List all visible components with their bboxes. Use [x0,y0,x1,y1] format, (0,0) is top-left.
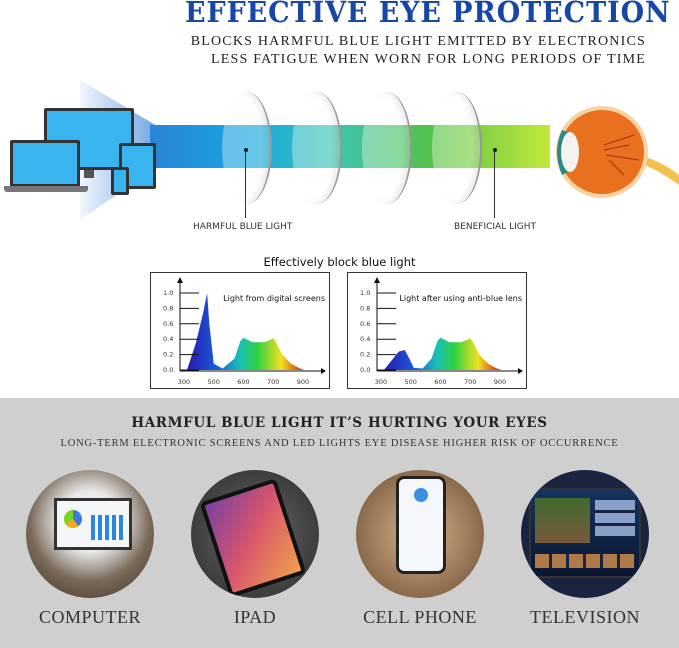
harmful-marker [244,148,248,152]
subtitle-line-1: BLOCKS HARMFUL BLUE LIGHT EMITTED BY ELE… [190,34,646,49]
beneficial-leader-line [494,150,495,218]
cell-phone-photo [356,470,484,598]
x-tick-label: 600 [237,378,249,386]
y-tick-label: 0.0 [360,366,370,374]
y-tick-label: 0.4 [163,335,173,343]
cell-phone-label: CELL PHONE [363,607,477,627]
y-axis-arrow [177,277,183,283]
y-tick-label: 1.0 [163,289,173,297]
y-tick-label: 0.6 [163,320,173,328]
spectrum-area [186,293,305,370]
subtitle-line-2: LESS FATIGUE WHEN WORN FOR LONG PERIODS … [211,52,646,67]
x-tick-label: 600 [434,378,446,386]
y-axis-arrow [374,277,380,283]
lens [292,92,342,204]
y-tick-label: 0.8 [163,304,173,312]
light-beam [150,125,550,168]
harmful-leader-line [245,150,246,218]
beneficial-light-label: BENEFICIAL LIGHT [454,222,536,232]
y-tick-label: 0.0 [163,366,173,374]
y-tick-label: 0.8 [360,304,370,312]
y-tick-label: 0.2 [163,351,173,359]
x-tick-label: 500 [405,378,417,386]
television-label: TELEVISION [530,607,640,627]
beneficial-marker [493,148,497,152]
laptop-base [4,186,88,192]
y-tick-label: 0.4 [360,335,370,343]
charts-title: Effectively block blue light [263,255,416,269]
eye-icon [544,105,679,200]
x-tick-label: 900 [297,378,309,386]
x-tick-label: 300 [375,378,387,386]
spectrum-area [383,337,502,370]
y-tick-label: 1.0 [360,289,370,297]
x-axis-arrow [518,368,523,374]
ipad-label: IPAD [233,607,277,627]
spectrum-chart-after: 0.0 0.2 0.4 0.6 0.8 1.0 300 500 600 700 900 Light a… [347,272,527,389]
ipad-photo [191,470,319,598]
x-tick-label: 700 [267,378,279,386]
y-tick-label: 0.6 [360,320,370,328]
chart-title: Light after using anti-blue lens [399,294,522,303]
x-tick-label: 700 [464,378,476,386]
lens [362,92,412,204]
phone-icon [111,167,129,195]
y-tick-label: 0.2 [360,351,370,359]
spectrum-chart-before: 0.0 0.2 0.4 0.6 0.8 1.0 300 500 600 700 900 Light f… [150,272,330,389]
section-subtitle: LONG-TERM ELECTRONIC SCREENS AND LED LIG… [60,438,619,449]
computer-photo [26,470,154,598]
x-tick-label: 900 [494,378,506,386]
page-title: EFFECTIVE EYE PROTECTION [185,0,671,29]
laptop-icon [10,140,80,187]
section-title: HARMFUL BLUE LIGHT IT’S HURTING YOUR EYE… [131,415,548,431]
harmful-blue-light-label: HARMFUL BLUE LIGHT [193,222,293,232]
computer-label: COMPUTER [38,607,141,627]
television-photo [521,470,649,598]
monitor-stand [84,170,94,178]
x-tick-label: 300 [178,378,190,386]
x-tick-label: 500 [208,378,220,386]
chart-title: Light from digital screens [223,294,325,303]
lens [432,92,482,204]
x-axis-arrow [321,368,326,374]
